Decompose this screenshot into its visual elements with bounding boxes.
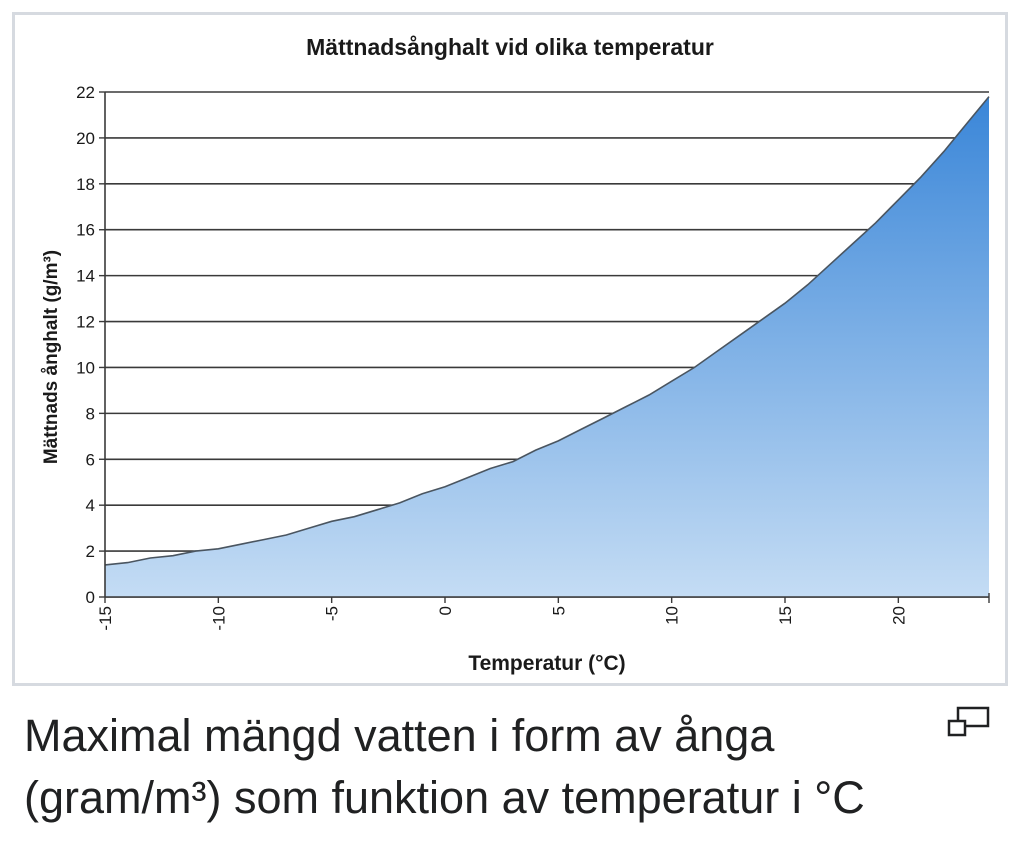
x-tick-label-5: 10 — [663, 606, 682, 625]
y-tick-label-4: 8 — [86, 404, 95, 423]
x-tick-label-1: -10 — [209, 606, 228, 631]
y-tick-label-5: 10 — [76, 358, 95, 377]
y-tick-label-9: 18 — [76, 175, 95, 194]
x-tick-label-2: -5 — [323, 606, 342, 621]
x-axis-label: Temperatur (°C) — [468, 652, 625, 675]
chart-frame: Mättnadsånghalt vid olika temperatur Mät… — [12, 12, 1008, 686]
x-tick-label-3: 0 — [436, 606, 455, 615]
y-tick-label-2: 4 — [86, 496, 95, 515]
y-tick-label-8: 16 — [76, 221, 95, 240]
enlarge-icon[interactable] — [946, 706, 992, 740]
x-tick-label-4: 5 — [549, 606, 568, 615]
chart: Mättnadsånghalt vid olika temperatur Mät… — [41, 34, 990, 675]
area-fill — [105, 96, 989, 597]
y-tick-label-7: 14 — [76, 267, 95, 286]
caption-line-1: Maximal mängd vatten i form av ånga — [24, 710, 775, 761]
chart-title: Mättnadsånghalt vid olika temperatur — [306, 34, 714, 60]
y-tick-label-3: 6 — [86, 450, 95, 469]
y-tick-label-0: 0 — [86, 588, 95, 607]
series-line — [104, 96, 990, 566]
x-tick-label-6: 15 — [776, 606, 795, 625]
x-tick-label-7: 20 — [889, 606, 908, 625]
y-tick-label-1: 2 — [86, 542, 95, 561]
x-tick-label-0: -15 — [96, 606, 115, 631]
y-tick-label-10: 20 — [76, 129, 95, 148]
y-tick-label-11: 22 — [76, 83, 95, 102]
y-tick-label-6: 12 — [76, 313, 95, 332]
y-axis-label: Mättnads ånghalt (g/m³) — [41, 250, 62, 464]
caption-line-2: (gram/m³) som funktion av temperatur i °… — [24, 772, 865, 823]
figure-caption: Maximal mängd vatten i form av ånga (gra… — [24, 705, 944, 829]
